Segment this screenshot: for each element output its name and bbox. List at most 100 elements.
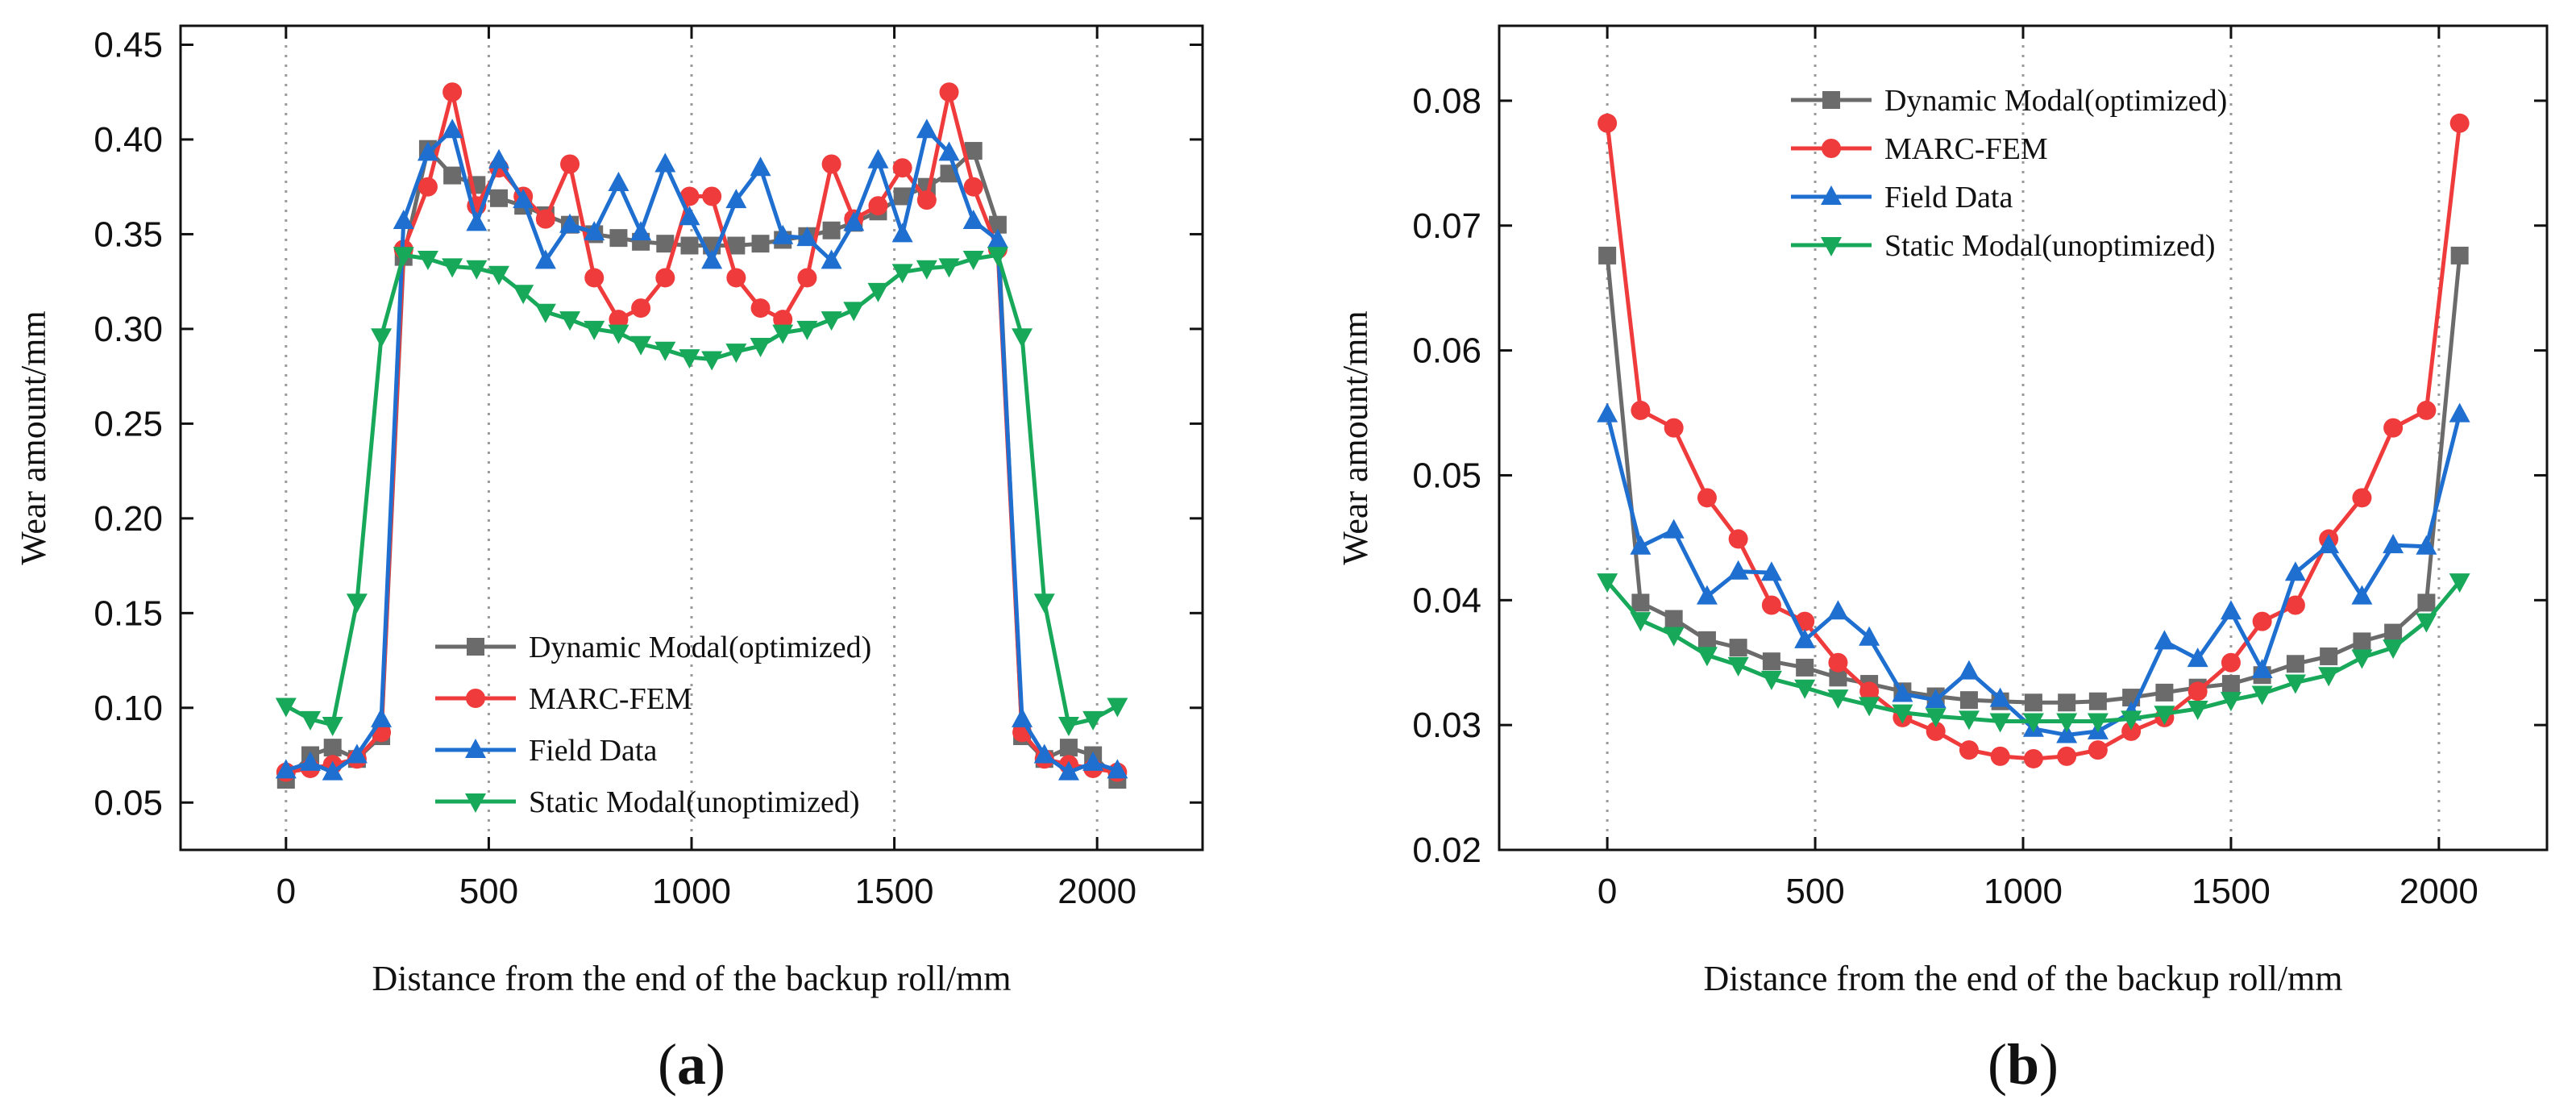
data-point-1-11 <box>1959 740 1979 760</box>
data-point-3-21 <box>772 324 794 344</box>
legend-label-1: MARC-FEM <box>1884 132 2048 166</box>
data-point-1-4 <box>1728 529 1748 549</box>
data-point-3-26 <box>2449 573 2470 593</box>
data-point-2-21 <box>2284 561 2306 581</box>
data-point-2-35 <box>1107 759 1128 779</box>
data-point-2-2 <box>1663 518 1685 539</box>
data-point-0-33 <box>1059 739 1078 757</box>
legend-marker-1 <box>466 689 485 708</box>
data-point-3-32 <box>1033 593 1055 614</box>
y-axis-title: Wear amount/mm <box>14 310 53 564</box>
data-point-1-27 <box>916 190 937 210</box>
y-tick-label: 0.03 <box>1412 706 1481 745</box>
x-tick-label: 1000 <box>652 872 731 911</box>
data-point-2-11 <box>1958 660 1980 680</box>
data-point-0-15 <box>2088 692 2107 710</box>
data-point-2-17 <box>2154 630 2175 650</box>
data-point-3-11 <box>534 303 556 323</box>
data-point-3-18 <box>2187 701 2208 721</box>
legend-label-0: Dynamic Modal(optimized) <box>1884 84 2227 118</box>
data-point-1-21 <box>2285 595 2305 615</box>
data-point-2-3 <box>346 743 368 764</box>
data-point-2-8 <box>466 211 488 231</box>
data-point-0-17 <box>680 236 699 255</box>
data-point-2-12 <box>1989 687 2011 707</box>
data-point-3-0 <box>1597 573 1618 593</box>
data-point-2-19 <box>2220 600 2242 620</box>
data-point-2-10 <box>1925 689 1947 709</box>
panel-label: (b) <box>1988 1032 2059 1097</box>
data-point-1-14 <box>2057 746 2077 766</box>
data-point-1-25 <box>868 196 888 216</box>
data-point-2-7 <box>1827 600 1849 620</box>
data-point-3-13 <box>584 320 605 340</box>
data-point-2-18 <box>2187 648 2208 668</box>
data-point-3-19 <box>725 344 747 364</box>
data-point-3-10 <box>513 285 534 305</box>
y-tick-label: 0.45 <box>93 25 163 65</box>
series-line-1 <box>285 90 1118 775</box>
legend-label-2: Field Data <box>529 734 657 768</box>
legend-marker-0 <box>1822 91 1840 109</box>
data-point-0-3 <box>1697 631 1716 649</box>
x-axis-title: Distance from the end of the backup roll… <box>1704 959 2343 998</box>
data-point-3-26 <box>891 264 913 284</box>
data-point-3-22 <box>2318 667 2340 687</box>
data-point-2-4 <box>371 707 393 727</box>
data-point-1-10 <box>1926 721 1946 741</box>
panel-label-letter: a <box>677 1032 706 1097</box>
data-point-3-8 <box>1859 697 1880 717</box>
data-point-2-20 <box>750 156 771 177</box>
data-point-1-22 <box>797 268 817 288</box>
data-point-0-20 <box>751 235 770 253</box>
legend-label-3: Static Modal(unoptimized) <box>529 785 860 819</box>
data-point-3-11 <box>1958 710 1980 731</box>
y-tick-label: 0.02 <box>1412 831 1481 870</box>
data-point-2-8 <box>1859 626 1880 646</box>
data-point-2-20 <box>2251 659 2273 679</box>
data-point-1-24 <box>2383 418 2404 438</box>
data-point-2-22 <box>796 227 818 247</box>
data-point-0-2 <box>323 739 342 757</box>
data-point-0-4 <box>1729 639 1747 657</box>
data-point-3-20 <box>2251 685 2273 706</box>
legend-marker-3 <box>465 793 486 813</box>
panel-label-open: ( <box>658 1032 677 1097</box>
data-point-1-15 <box>2088 740 2108 760</box>
data-point-1-3 <box>1697 488 1717 508</box>
data-point-1-12 <box>1990 746 2010 766</box>
data-point-2-9 <box>488 148 509 169</box>
chart-panel-1: 0 500 1000 1500 2000 0.02 0.03 0.04 0.05 0.06 0.07… <box>1336 24 2549 1097</box>
data-point-2-13 <box>584 221 605 241</box>
data-point-2-10 <box>513 189 534 209</box>
data-point-1-16 <box>2121 721 2142 741</box>
data-point-3-0 <box>275 698 297 718</box>
legend-label-0: Dynamic Modal(optimized) <box>529 631 871 664</box>
y-tick-label: 0.20 <box>93 499 163 539</box>
data-point-3-5 <box>1760 670 1782 690</box>
data-point-2-32 <box>1033 743 1055 764</box>
legend-label-2: Field Data <box>1884 181 2013 214</box>
y-tick-label: 0.04 <box>1412 581 1481 620</box>
data-point-2-6 <box>1794 628 1816 648</box>
data-point-0-19 <box>2221 675 2240 693</box>
y-tick-label: 0.07 <box>1412 206 1481 246</box>
data-point-3-12 <box>1989 713 2011 733</box>
data-point-0-14 <box>2058 693 2076 712</box>
series-2 <box>1597 402 2470 743</box>
data-point-1-6 <box>418 177 438 197</box>
data-point-0-16 <box>656 235 675 253</box>
data-point-0-1 <box>1631 593 1650 612</box>
data-point-3-14 <box>2056 713 2078 733</box>
data-point-2-4 <box>1727 560 1749 580</box>
data-point-3-34 <box>1082 710 1104 731</box>
data-point-1-23 <box>821 154 841 174</box>
data-point-2-11 <box>534 249 556 269</box>
data-point-3-23 <box>2351 649 2373 669</box>
data-point-0-13 <box>2024 693 2042 712</box>
data-point-2-16 <box>654 152 676 173</box>
legend-label-1: MARC-FEM <box>529 682 692 716</box>
data-point-1-26 <box>2449 113 2470 133</box>
data-point-3-25 <box>867 282 889 302</box>
data-point-0-11 <box>1959 691 1978 710</box>
